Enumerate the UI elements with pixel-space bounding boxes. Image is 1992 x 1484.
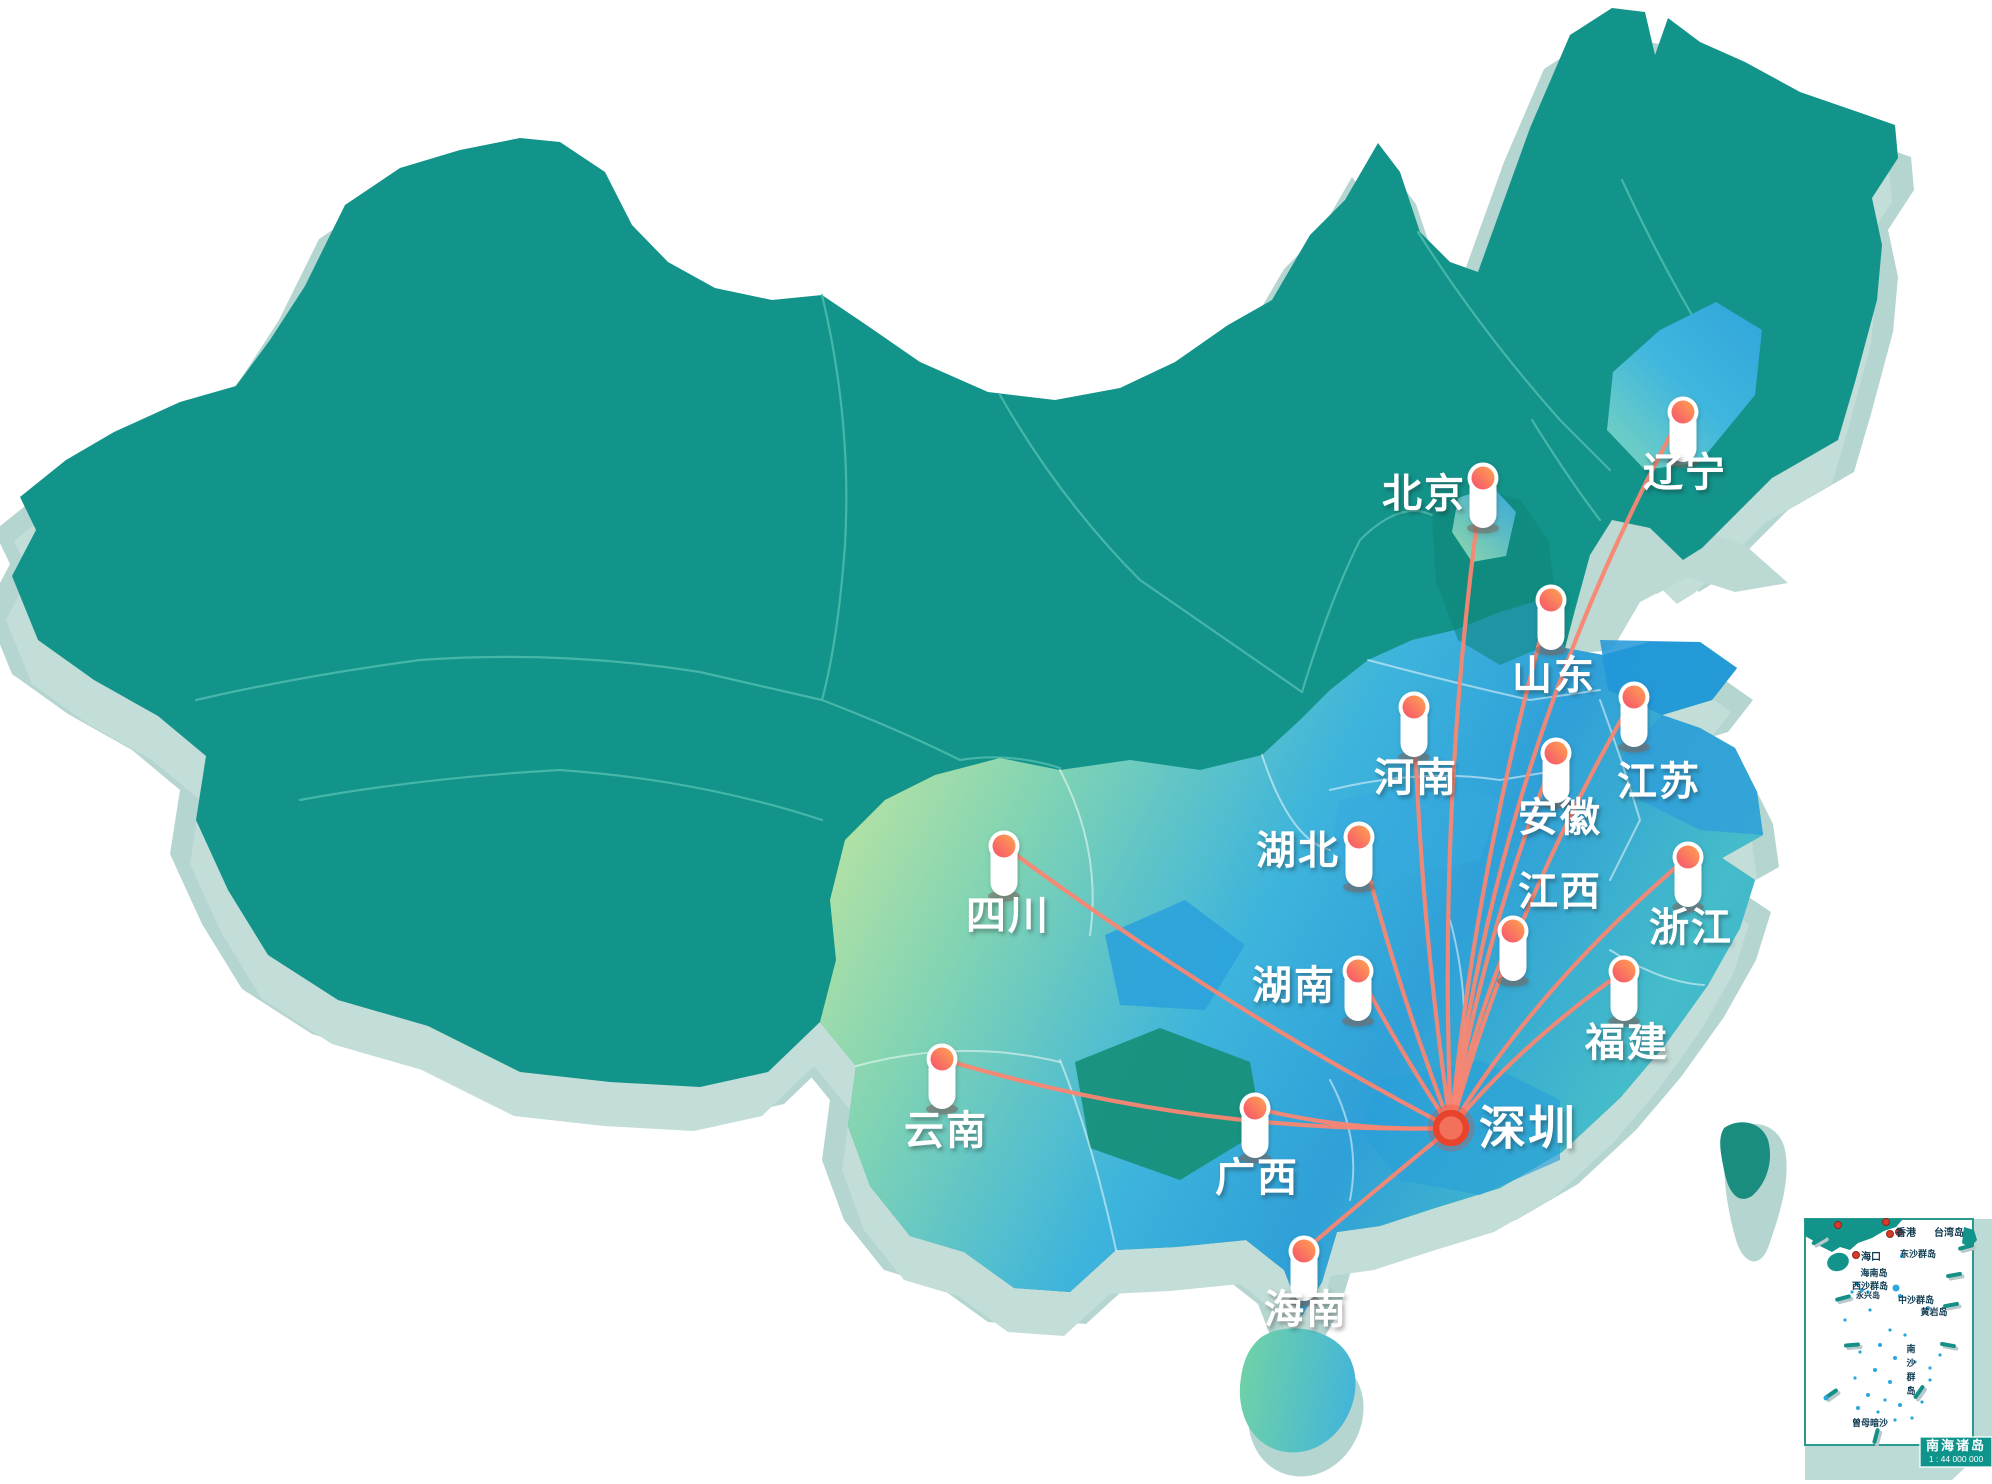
map-pins [926, 396, 1704, 1307]
taiwan-island [1720, 1122, 1787, 1262]
pin-liaoning [1667, 396, 1699, 468]
label-zhejiang: 浙江 [1649, 906, 1733, 950]
hainan-island [1239, 1328, 1364, 1477]
label-henan: 河南 [1374, 756, 1458, 800]
inset-label-9: 沙 [1906, 1358, 1915, 1368]
pin-jiangsu [1618, 681, 1650, 753]
inset-label-3: 东沙群岛 [1900, 1248, 1936, 1259]
inset-label-8: 黄岩岛 [1920, 1306, 1947, 1317]
hub-marker [1427, 1104, 1475, 1152]
line-jiangsu [1448, 694, 1637, 1131]
label-hubei: 湖北 [1256, 829, 1340, 873]
label-fujian: 福建 [1584, 1021, 1669, 1065]
label-jiangsu: 江苏 [1617, 760, 1701, 804]
connection-lines [939, 409, 1691, 1254]
province-borders-west [194, 178, 1704, 822]
label-guangxi: 广西 [1215, 1156, 1299, 1200]
dash-5 [1844, 1342, 1860, 1348]
line-guangxi [1252, 1105, 1454, 1131]
inset-label-9: 群 [1905, 1371, 1915, 1382]
inset-hainan [1827, 1252, 1849, 1272]
line-beijing [1445, 475, 1486, 1131]
line-zhejiang [1448, 854, 1691, 1131]
inset-city-dot-0 [1834, 1221, 1842, 1229]
line-shandong [1448, 597, 1554, 1131]
inset-city-dot-2 [1886, 1230, 1894, 1238]
pin-hunan [1342, 955, 1374, 1027]
line-henan [1411, 704, 1454, 1131]
island-dots [1823, 1254, 1942, 1422]
inset-city-dot-3 [1895, 1228, 1903, 1236]
dash-2 [1946, 1271, 1962, 1279]
inset-label-9: 岛 [1906, 1385, 1915, 1396]
inset-title: 南海诸岛 [1926, 1438, 1986, 1453]
label-shandong: 山东 [1512, 654, 1596, 698]
inset-label-1: 台湾岛 [1934, 1226, 1964, 1239]
line-sichuan [1001, 843, 1454, 1131]
label-shenzhen: 深圳 [1479, 1102, 1577, 1155]
label-yunnan: 云南 [904, 1109, 988, 1153]
line-hainan [1301, 1125, 1454, 1254]
inset-scale: 1 : 44 000 000 [1929, 1454, 1984, 1464]
pin-shandong [1535, 584, 1567, 656]
inset-label-7: 中沙群岛 [1898, 1294, 1934, 1305]
city-dots [1834, 1218, 1903, 1259]
label-beijing: 北京 [1382, 472, 1466, 516]
inset-panel [1804, 1218, 1974, 1446]
inset-label-6: 永兴岛 [1855, 1290, 1880, 1300]
line-liaoning [1448, 409, 1686, 1131]
label-liaoning: 辽宁 [1643, 451, 1727, 495]
inset-label-5: 西沙群岛 [1852, 1280, 1888, 1291]
inset-coastline [1805, 1219, 1903, 1252]
dash-8 [1913, 1385, 1925, 1399]
dash-3 [1835, 1294, 1851, 1302]
dash-4 [1943, 1301, 1959, 1309]
label-sichuan: 四川 [966, 894, 1050, 938]
pin-beijing [1467, 462, 1499, 534]
inset-taiwan [1962, 1227, 1977, 1248]
pin-zhejiang [1672, 841, 1704, 913]
pin-jiangxi [1497, 915, 1529, 987]
label-jiangxi: 江西 [1518, 870, 1602, 914]
hub-shenzhen [1427, 1104, 1475, 1152]
pin-anhui [1540, 737, 1572, 809]
pin-fujian [1608, 955, 1640, 1027]
inset-label-10: 曾母暗沙 [1852, 1417, 1888, 1428]
dash-1 [1958, 1243, 1974, 1251]
inset-label-0: 香港 [1896, 1226, 1917, 1239]
pin-hainan [1288, 1235, 1320, 1307]
inset-city-dot-1 [1882, 1218, 1890, 1226]
inset-label-9: 南 [1906, 1343, 1915, 1354]
inset-label-4: 海南岛 [1860, 1267, 1887, 1278]
pin-henan [1398, 691, 1430, 763]
dash-0 [1811, 1235, 1827, 1245]
inset-title-box: 南海诸岛 1 : 44 000 000 [1919, 1436, 1992, 1468]
nine-dash-line [1811, 1235, 1977, 1447]
inset-city-dot-4 [1852, 1251, 1860, 1259]
pin-yunnan [926, 1043, 958, 1115]
label-anhui: 安徽 [1518, 796, 1602, 840]
dash-9 [1872, 1428, 1880, 1444]
pin-hubei [1343, 821, 1375, 893]
label-hunan: 湖南 [1252, 964, 1336, 1008]
pin-sichuan [988, 830, 1020, 902]
dash-6 [1940, 1341, 1956, 1349]
pin-guangxi [1239, 1092, 1271, 1164]
line-anhui [1448, 750, 1559, 1131]
line-fujian [1448, 968, 1627, 1131]
province-borders-east [855, 659, 1705, 1251]
inset-label-2: 海口 [1861, 1250, 1881, 1263]
label-hainan: 海南 [1264, 1288, 1348, 1332]
